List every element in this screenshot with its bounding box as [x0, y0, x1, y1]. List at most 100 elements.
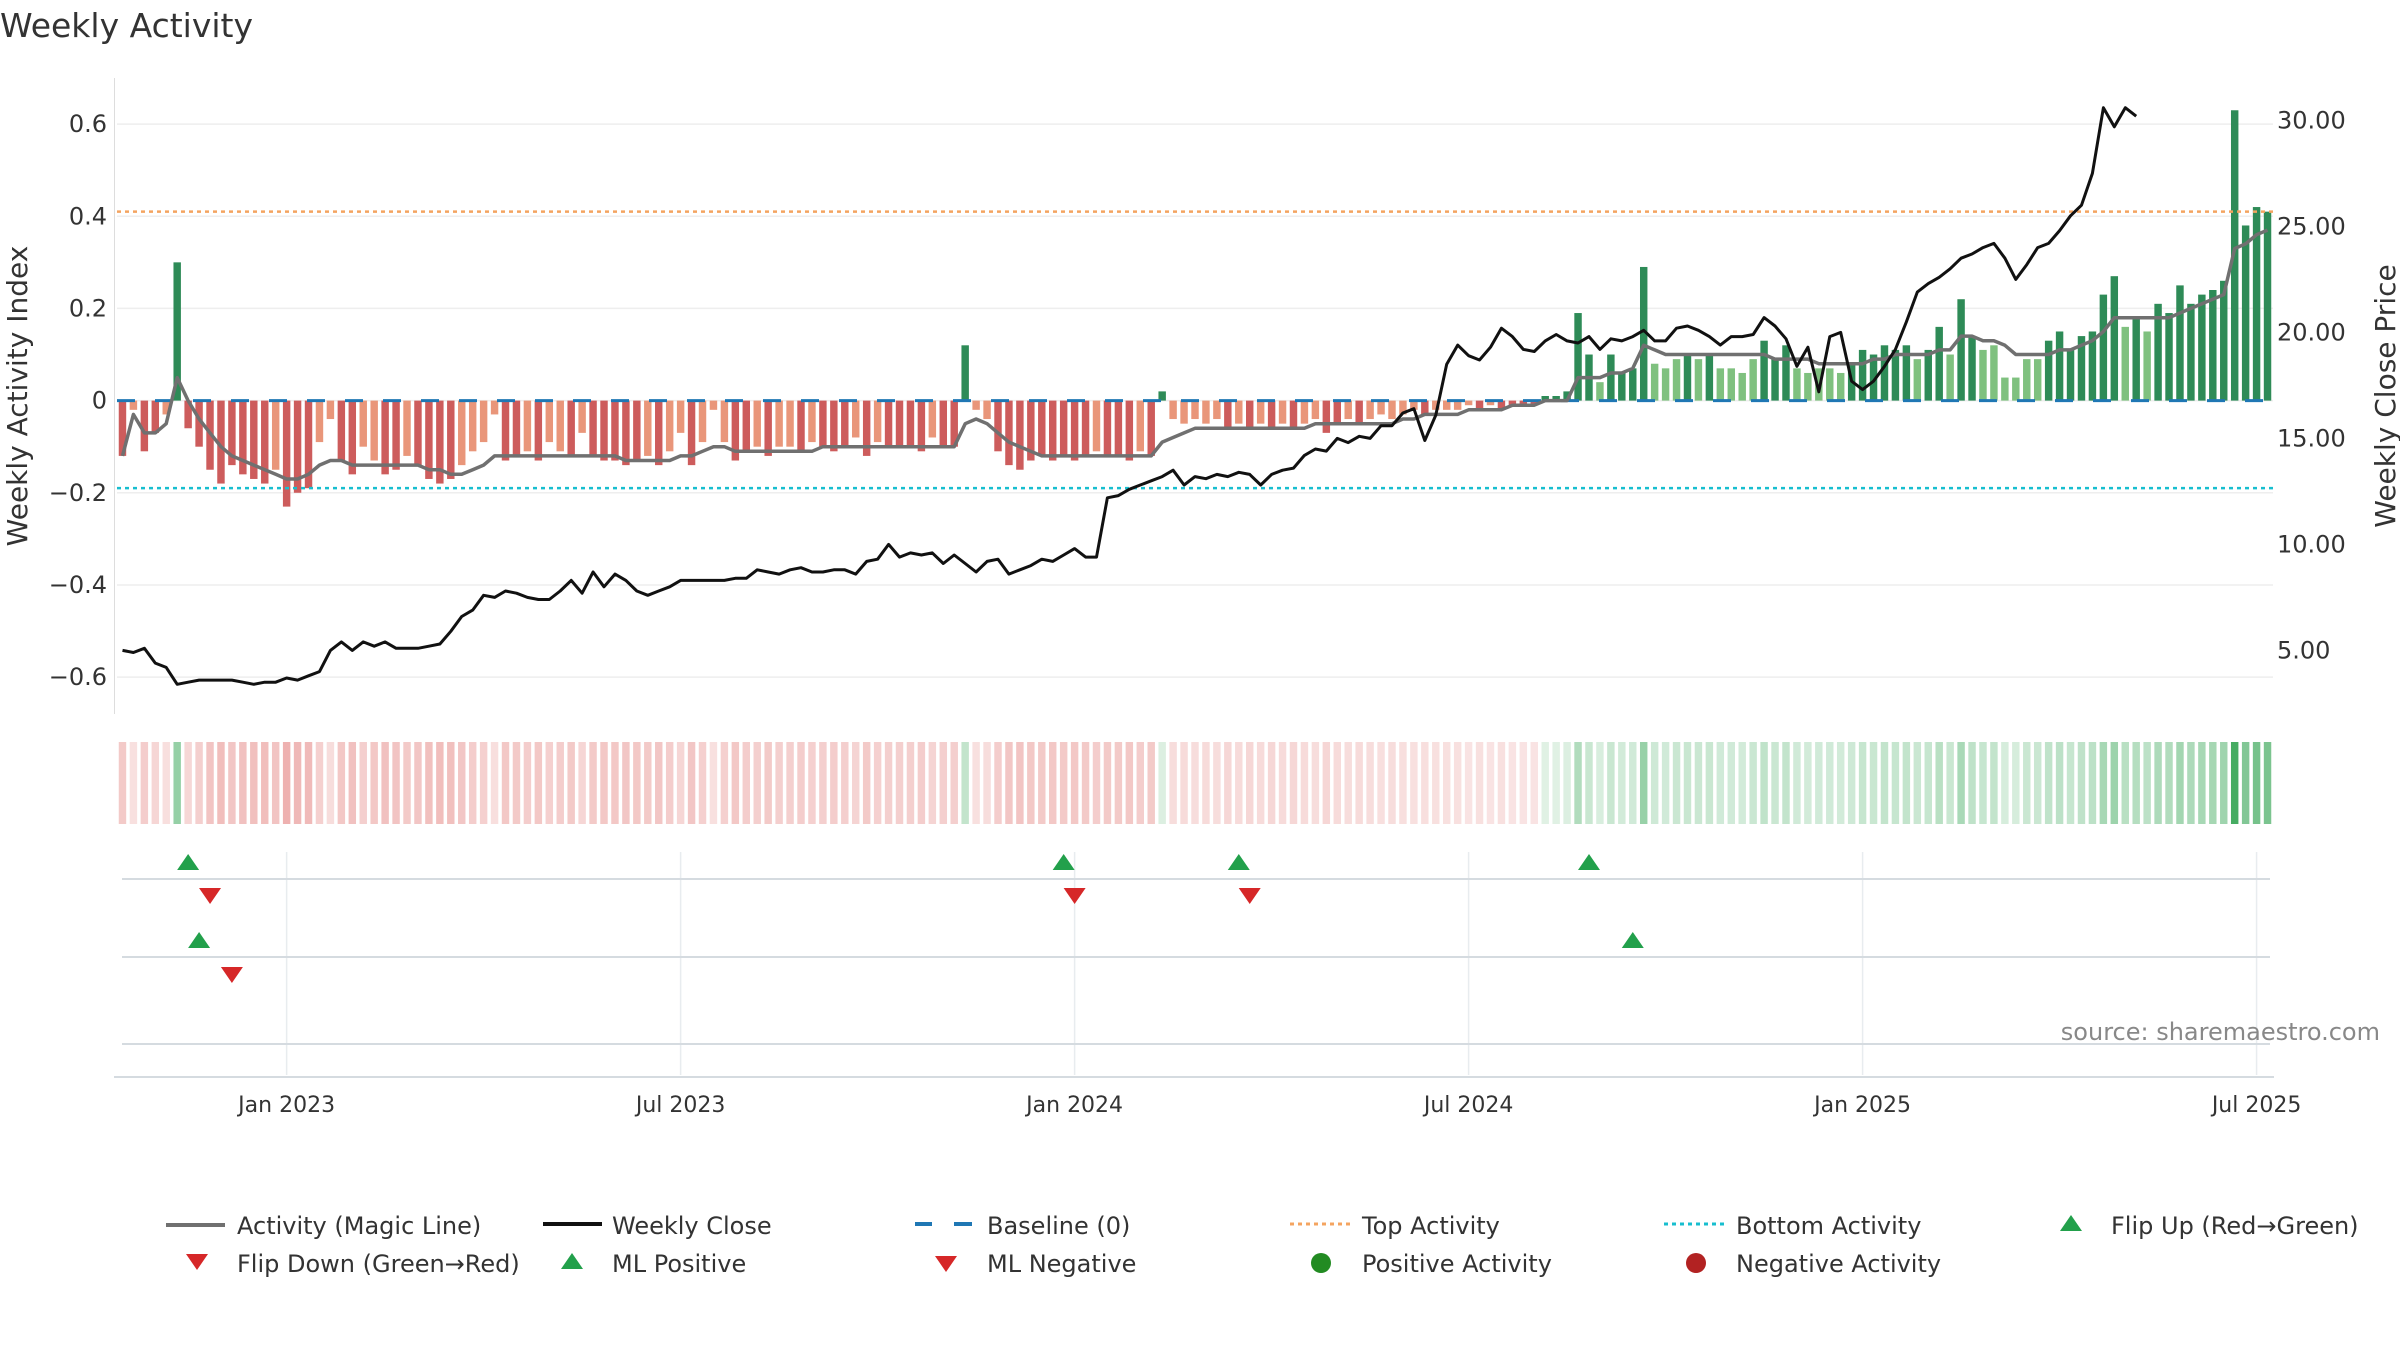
heat-cell [534, 742, 543, 824]
heat-cell [512, 742, 521, 824]
heat-cell [1760, 742, 1768, 824]
heat-cell [961, 742, 969, 824]
y2-tick-label: 30.00 [2277, 106, 2346, 134]
activity-bar [567, 400, 575, 456]
heat-cell [578, 742, 586, 824]
flip-up-marker [1577, 854, 1600, 870]
activity-bar [1519, 400, 1528, 406]
activity-bar [2209, 290, 2217, 401]
heat-cell [2263, 742, 2272, 824]
heat-cell [873, 742, 882, 824]
heat-cell [436, 742, 444, 824]
legend-item-negative-activity: Negative Activity [1686, 1250, 1941, 1278]
y2-tick-label: 15.00 [2277, 424, 2346, 452]
activity-bar [731, 400, 740, 461]
svg-text:Activity (Magic Line): Activity (Magic Line) [237, 1212, 481, 1240]
activity-bar [2220, 280, 2228, 401]
flip-up-marker [1227, 854, 1250, 870]
activity-bar [633, 400, 641, 461]
activity-bar [1990, 345, 1998, 401]
signal-row-2-axis [122, 956, 2270, 958]
y2-axis-label: Weekly Close Price [2369, 264, 2400, 527]
activity-bar [2001, 377, 2009, 401]
activity-bar [578, 400, 586, 433]
activity-bar [720, 400, 729, 443]
activity-bar [1727, 368, 1735, 401]
heat-cell [1497, 742, 1506, 824]
heat-cell [983, 742, 991, 824]
heat-cell [173, 742, 181, 824]
legend-item-flip-up: Flip Up (Red→Green) [2060, 1212, 2359, 1240]
activity-bar [753, 400, 761, 447]
heat-cell [665, 742, 674, 824]
heat-cell [1771, 742, 1779, 824]
heat-cell [2165, 742, 2173, 824]
heat-cell [392, 742, 400, 824]
activity-bar [1924, 349, 1932, 401]
activity-bar [1344, 400, 1352, 420]
activity-bar [2263, 211, 2272, 401]
activity-bar [764, 400, 772, 456]
svg-text:Bottom Activity: Bottom Activity [1736, 1212, 1921, 1240]
activity-bar [1738, 372, 1746, 401]
activity-bar [1224, 400, 1232, 429]
heat-cell [1563, 742, 1571, 824]
heat-cell [939, 742, 948, 824]
heat-cell [742, 742, 751, 824]
activity-bar [775, 400, 783, 447]
activity-bar [1049, 400, 1057, 461]
y-tick-label: 0.2 [69, 294, 107, 322]
y2-tick-label: 20.00 [2277, 318, 2346, 346]
heat-cell [348, 742, 357, 824]
activity-bar [326, 400, 335, 420]
heat-cell [698, 742, 707, 824]
heat-cell [337, 742, 346, 824]
legend-item-weekly-close: Weekly Close [543, 1212, 772, 1240]
heat-cell [852, 742, 860, 824]
activity-bar [1683, 354, 1692, 401]
activity-bar [1880, 345, 1889, 401]
heat-cell [720, 742, 729, 824]
activity-bar [2055, 331, 2064, 401]
heat-cell [1267, 742, 1276, 824]
heat-cell [1453, 742, 1462, 824]
x-tick-label: Jul 2023 [634, 1093, 726, 1118]
activity-bar [315, 400, 324, 443]
heat-cell [261, 742, 269, 824]
heat-cell [1486, 742, 1495, 824]
heat-cell [1946, 742, 1954, 824]
heat-cell [567, 742, 575, 824]
activity-bar [1399, 400, 1407, 415]
heat-cell [2121, 742, 2129, 824]
activity-bar [698, 400, 707, 443]
heat-cell [1793, 742, 1801, 824]
activity-bar [2198, 294, 2206, 401]
heat-cell [1749, 742, 1757, 824]
heat-cell [928, 742, 937, 824]
activity-bar [950, 400, 958, 447]
activity-bar [2165, 313, 2173, 401]
dot-icon [1686, 1253, 1706, 1273]
activity-bar [1902, 345, 1911, 401]
activity-bar [600, 400, 608, 461]
heat-cell [1388, 742, 1396, 824]
heat-cell [184, 742, 192, 824]
activity-bar [1639, 266, 1648, 401]
activity-bar [1016, 400, 1024, 470]
heat-cell [1979, 742, 1987, 824]
heat-cell [447, 742, 455, 824]
heat-cell [797, 742, 805, 824]
activity-bar [129, 400, 138, 410]
svg-text:Negative Activity: Negative Activity [1736, 1250, 1941, 1278]
heat-cell [2187, 742, 2195, 824]
heat-cell [1410, 742, 1418, 824]
activity-bar [1464, 400, 1473, 406]
heat-cell [1990, 742, 1998, 824]
activity-bar [1891, 349, 1900, 401]
ml-positive-marker [188, 932, 211, 948]
heat-cell [2230, 742, 2239, 824]
heat-cell [1256, 742, 1265, 824]
heat-cell [1618, 742, 1626, 824]
activity-bar [1333, 400, 1341, 424]
heat-cell [1639, 742, 1648, 824]
